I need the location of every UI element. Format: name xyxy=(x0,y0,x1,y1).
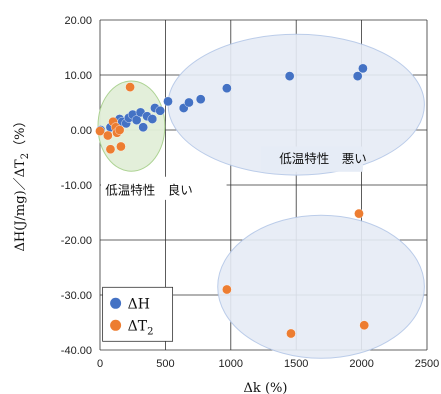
legend-box xyxy=(102,286,174,342)
region-bad-lower xyxy=(217,214,425,359)
point-delta-t2 xyxy=(103,130,113,141)
x-tick-label: 2000 xyxy=(349,358,373,370)
point-delta-h xyxy=(358,63,368,74)
legend-label: ΔT2 xyxy=(128,318,154,337)
annotation-bad: 低温特性 悪い xyxy=(279,151,367,166)
y-tick-label: 0.00 xyxy=(71,125,92,137)
point-delta-h xyxy=(155,105,165,116)
point-delta-t2 xyxy=(95,126,105,136)
axis-labels: Δk (%) ΔH(J/mg)／ΔT2（%） xyxy=(13,115,287,394)
point-delta-h xyxy=(352,71,363,81)
point-delta-t2 xyxy=(114,125,125,135)
legend-label: ΔH xyxy=(128,296,150,312)
point-delta-t2 xyxy=(359,320,370,331)
y-tick-label: 10.00 xyxy=(64,70,92,82)
point-delta-h xyxy=(284,71,295,81)
tick-labels: 20.00 10.00 0.00 -10.00 -20.00 -30.00 -40.00 0 5… xyxy=(61,15,439,370)
point-delta-h xyxy=(163,96,173,107)
point-delta-t2 xyxy=(116,141,126,152)
point-delta-h xyxy=(131,115,142,125)
y-tick-label: -20.00 xyxy=(61,235,92,247)
y-tick-label: -40.00 xyxy=(61,345,92,357)
point-delta-t2 xyxy=(222,284,232,295)
legend-marker xyxy=(110,319,122,331)
y-tick-label: 20.00 xyxy=(64,15,92,27)
point-delta-t2 xyxy=(125,82,135,92)
y-tick-label: -30.00 xyxy=(61,290,92,302)
point-delta-t2 xyxy=(286,328,296,339)
annotation-good-bg xyxy=(101,176,227,200)
legend-marker xyxy=(110,297,122,309)
x-tick-label: 2500 xyxy=(415,358,439,370)
x-tick-label: 500 xyxy=(156,358,174,370)
x-tick-label: 0 xyxy=(97,358,103,370)
point-delta-t2 xyxy=(105,144,116,155)
data-points xyxy=(95,63,370,339)
point-delta-h xyxy=(184,97,194,108)
point-delta-h xyxy=(147,114,158,124)
x-tick-label: 1000 xyxy=(219,358,243,370)
annotation-bad-bg xyxy=(260,146,363,172)
x-tick-label: 1500 xyxy=(284,358,308,370)
y-axis-label: ΔH(J/mg)／ΔT2（%） xyxy=(13,115,31,252)
point-delta-h xyxy=(195,94,206,104)
point-delta-t2 xyxy=(354,208,364,219)
legend: ΔH ΔT2 xyxy=(102,286,174,342)
point-delta-h xyxy=(222,83,232,93)
annotation-good: 低温特性 良い xyxy=(105,182,193,197)
y-tick-label: -10.00 xyxy=(61,180,92,192)
x-axis-label: Δk (%) xyxy=(244,381,288,394)
point-delta-h xyxy=(138,122,148,133)
annotations: 低温特性 良い 低温特性 悪い xyxy=(101,146,367,200)
